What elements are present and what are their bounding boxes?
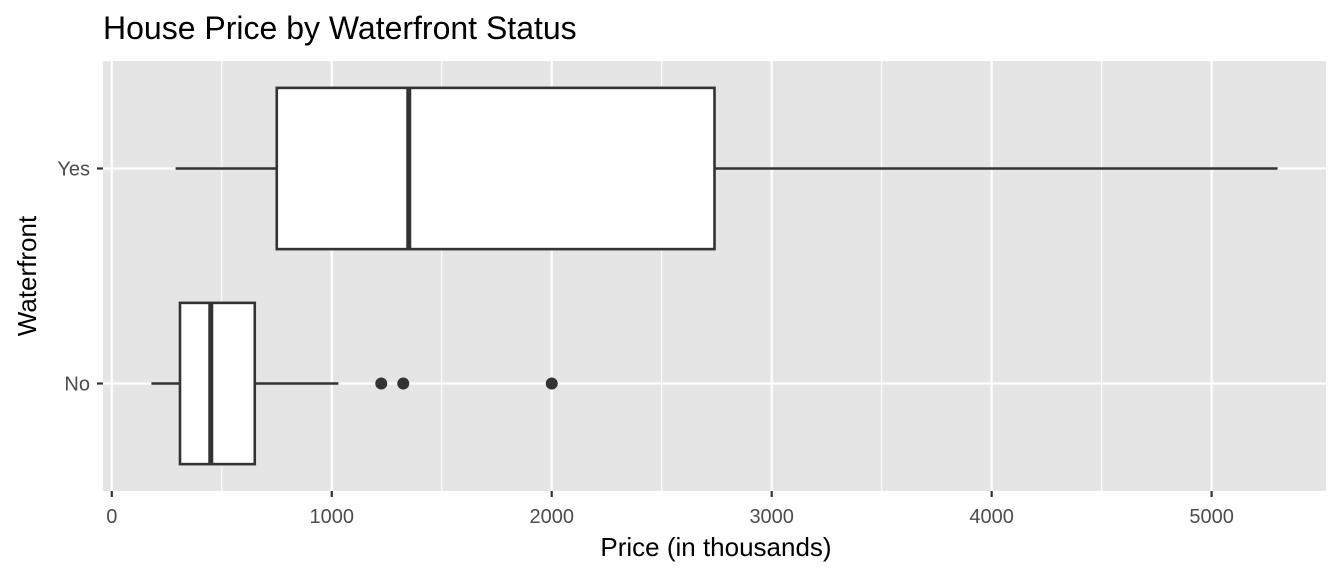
outlier-point bbox=[375, 377, 388, 390]
chart-title: House Price by Waterfront Status bbox=[103, 10, 577, 46]
y-tick-label: Yes bbox=[57, 159, 90, 181]
x-axis-title: Price (in thousands) bbox=[600, 532, 831, 562]
y-axis: No Yes bbox=[57, 159, 103, 396]
iqr-box bbox=[275, 86, 716, 251]
x-tick-label: 1000 bbox=[310, 506, 355, 528]
x-tick-label: 5000 bbox=[1189, 506, 1234, 528]
boxplot-boxes bbox=[151, 86, 1278, 466]
x-tick-label: 3000 bbox=[749, 506, 794, 528]
x-tick-label: 2000 bbox=[529, 506, 574, 528]
x-tick-label: 4000 bbox=[969, 506, 1014, 528]
outlier-point bbox=[397, 377, 410, 390]
iqr-box bbox=[178, 301, 257, 466]
y-axis-title: Waterfront bbox=[12, 215, 42, 336]
outlier-point bbox=[545, 377, 558, 390]
x-axis: 0 1000 2000 3000 4000 5000 bbox=[106, 491, 1234, 528]
box-yes bbox=[175, 86, 1278, 251]
y-tick-label: No bbox=[64, 374, 90, 396]
box-no bbox=[151, 301, 558, 466]
x-tick-label: 0 bbox=[106, 506, 117, 528]
